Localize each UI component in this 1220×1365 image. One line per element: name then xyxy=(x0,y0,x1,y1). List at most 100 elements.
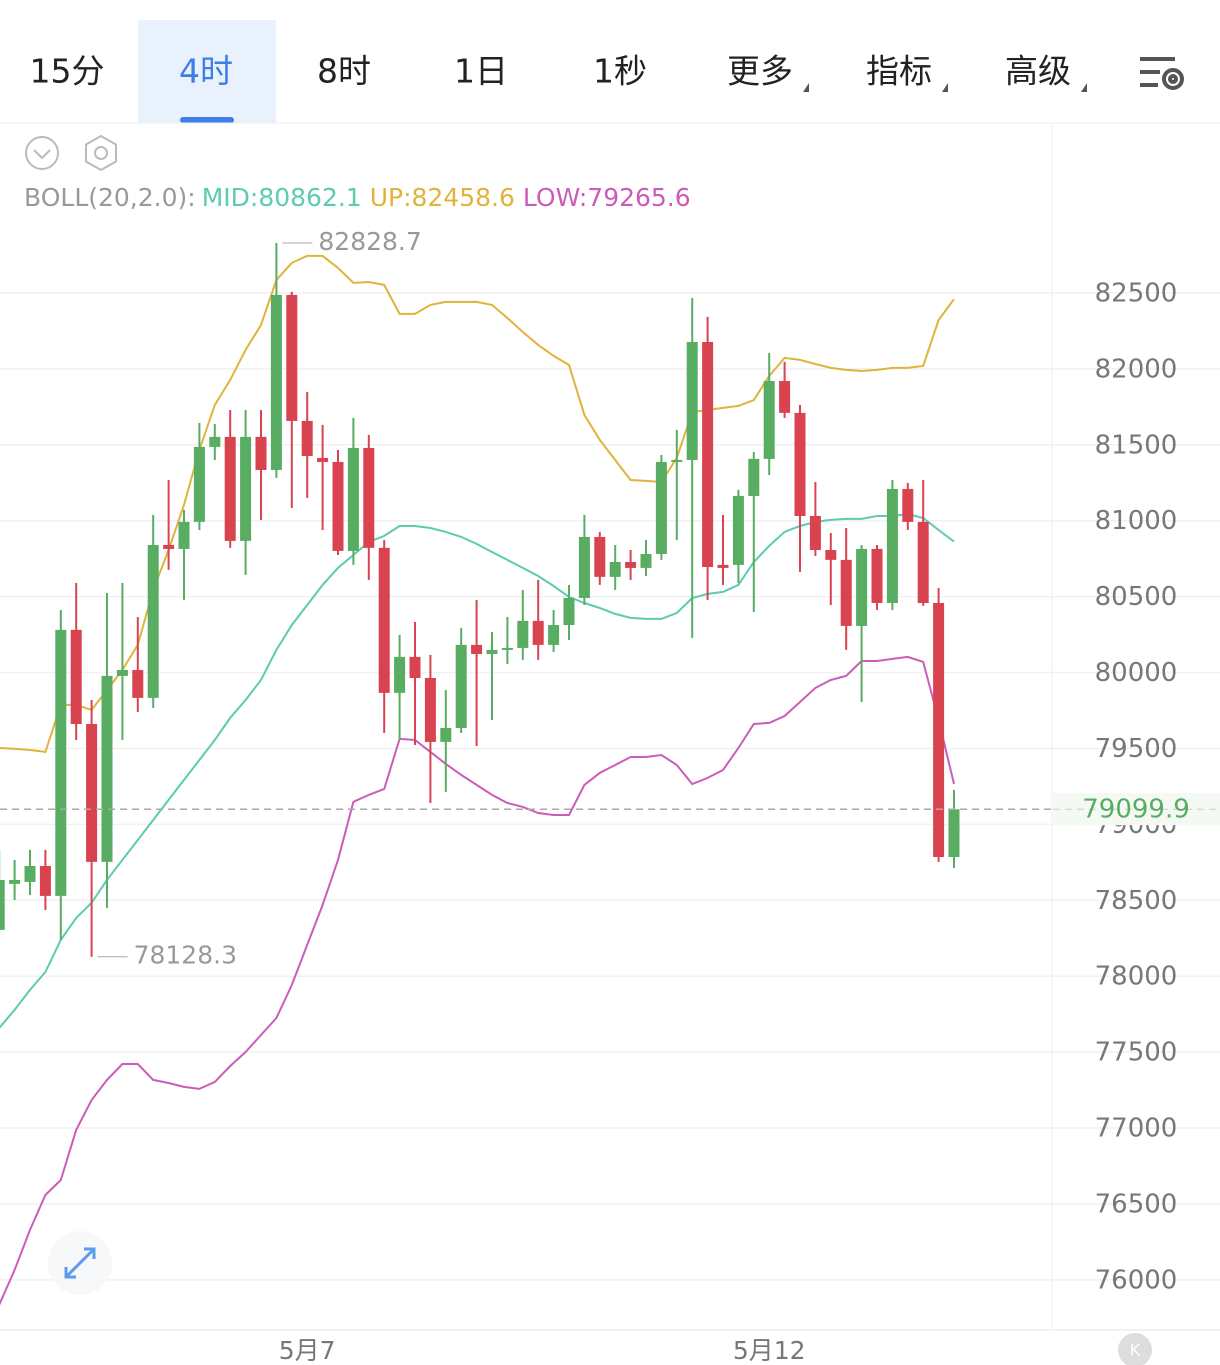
tab[interactable]: 4时 xyxy=(179,52,233,91)
legend-entry: MID:80862.1 xyxy=(202,183,362,212)
candle-body xyxy=(424,678,436,742)
y-tick-label: 82000 xyxy=(1095,354,1178,384)
candle-body xyxy=(517,620,529,648)
candle-body xyxy=(363,447,375,548)
y-tick-label: 76500 xyxy=(1095,1189,1178,1219)
candle-body xyxy=(394,656,406,693)
candle-body xyxy=(640,553,652,568)
candle-body xyxy=(671,459,683,462)
candle-body xyxy=(455,644,467,728)
candle-body xyxy=(378,547,390,693)
grid: 7600076500770007750078000785007900079500… xyxy=(0,278,1220,1295)
y-tick-label: 81000 xyxy=(1095,506,1178,536)
candle-body xyxy=(702,341,714,568)
tab[interactable]: 更多 xyxy=(727,52,793,91)
candle-body xyxy=(471,644,483,655)
low-label: 78128.3 xyxy=(134,941,237,970)
indicator-legend: BOLL(20,2.0): MID:80862.1 UP:82458.6 LOW:79… xyxy=(24,183,691,212)
candle-body xyxy=(101,675,113,862)
last-price-label: 79099.9 xyxy=(1082,795,1190,825)
candle-body xyxy=(86,724,98,862)
tab[interactable]: 1日 xyxy=(454,52,508,91)
candle-body xyxy=(116,669,128,676)
expand-icon[interactable] xyxy=(48,1231,112,1295)
candle-body xyxy=(486,649,498,655)
x-tick-label: 5月12 xyxy=(733,1336,806,1365)
candle-body xyxy=(147,544,159,698)
candle-body xyxy=(948,809,960,858)
candle-body xyxy=(933,602,945,858)
x-tick-label: 5月7 xyxy=(279,1336,336,1365)
candle-body xyxy=(655,461,667,554)
candle-body xyxy=(856,548,868,626)
candle-body xyxy=(779,381,791,413)
boll-line xyxy=(0,512,955,1029)
y-tick-label: 77500 xyxy=(1095,1038,1178,1068)
candle-body xyxy=(0,879,5,930)
plot xyxy=(0,243,960,1306)
candle-body xyxy=(70,629,82,725)
candle-body xyxy=(440,727,452,742)
candle-body xyxy=(39,865,51,896)
candle-body xyxy=(886,488,898,603)
candle-body xyxy=(209,436,221,447)
candle-body xyxy=(240,436,252,541)
legend-entry: UP:82458.6 xyxy=(370,183,515,212)
candle-body xyxy=(193,446,205,522)
candle-body xyxy=(917,521,929,603)
candle-body xyxy=(548,625,560,645)
candle-body xyxy=(301,420,313,457)
candle-body xyxy=(578,536,590,598)
y-tick-label: 82500 xyxy=(1095,278,1178,308)
dropdown-mark xyxy=(803,83,809,92)
y-tick-label: 78000 xyxy=(1095,962,1178,992)
candle-body xyxy=(625,561,637,568)
y-tick-label: 78500 xyxy=(1095,886,1178,916)
high-label: 82828.7 xyxy=(318,227,421,256)
y-tick-label: 80500 xyxy=(1095,582,1178,612)
candle-body xyxy=(178,521,190,549)
y-tick-label: 80000 xyxy=(1095,658,1178,688)
active-tab-underline xyxy=(180,117,234,123)
candle-body xyxy=(286,294,298,421)
collapse-icon[interactable] xyxy=(25,136,59,170)
candle-body xyxy=(825,549,837,560)
candle-body xyxy=(609,561,621,577)
candle-body xyxy=(55,629,67,896)
candle-body xyxy=(871,548,883,603)
candle-body xyxy=(132,669,144,698)
tab[interactable]: 高级 xyxy=(1005,52,1071,91)
candle-body xyxy=(9,879,21,884)
candle-body xyxy=(594,536,606,577)
candle-body xyxy=(902,488,914,522)
candle-body xyxy=(840,559,852,626)
candle-body xyxy=(732,495,744,565)
y-tick-label: 76000 xyxy=(1095,1265,1178,1295)
candle-body xyxy=(24,865,36,882)
legend-entry: LOW:79265.6 xyxy=(523,183,691,212)
settings-icon[interactable] xyxy=(1140,57,1184,90)
tab[interactable]: 15分 xyxy=(30,52,105,91)
candle-body xyxy=(686,341,698,460)
y-tick-label: 77000 xyxy=(1095,1114,1178,1144)
indicator-settings-icon[interactable] xyxy=(85,134,117,172)
candle-body xyxy=(717,564,729,568)
y-tick-label: 79500 xyxy=(1095,734,1178,764)
candle-body xyxy=(255,436,267,470)
y-tick-label: 81500 xyxy=(1095,430,1178,460)
dropdown-mark xyxy=(942,83,948,92)
candle-body xyxy=(794,412,806,516)
candle-body xyxy=(763,381,775,459)
svg-text:K: K xyxy=(1130,1341,1141,1360)
candle-body xyxy=(163,544,175,549)
active-tab-bg xyxy=(138,20,276,123)
tab[interactable]: 1秒 xyxy=(593,52,647,91)
logo: K xyxy=(1118,1333,1152,1365)
boll-line xyxy=(0,655,955,1306)
candle-body xyxy=(809,515,821,550)
tab[interactable]: 8时 xyxy=(317,52,371,91)
candle-body xyxy=(748,458,760,496)
tab[interactable]: 指标 xyxy=(866,52,932,91)
candle-body xyxy=(563,597,575,626)
